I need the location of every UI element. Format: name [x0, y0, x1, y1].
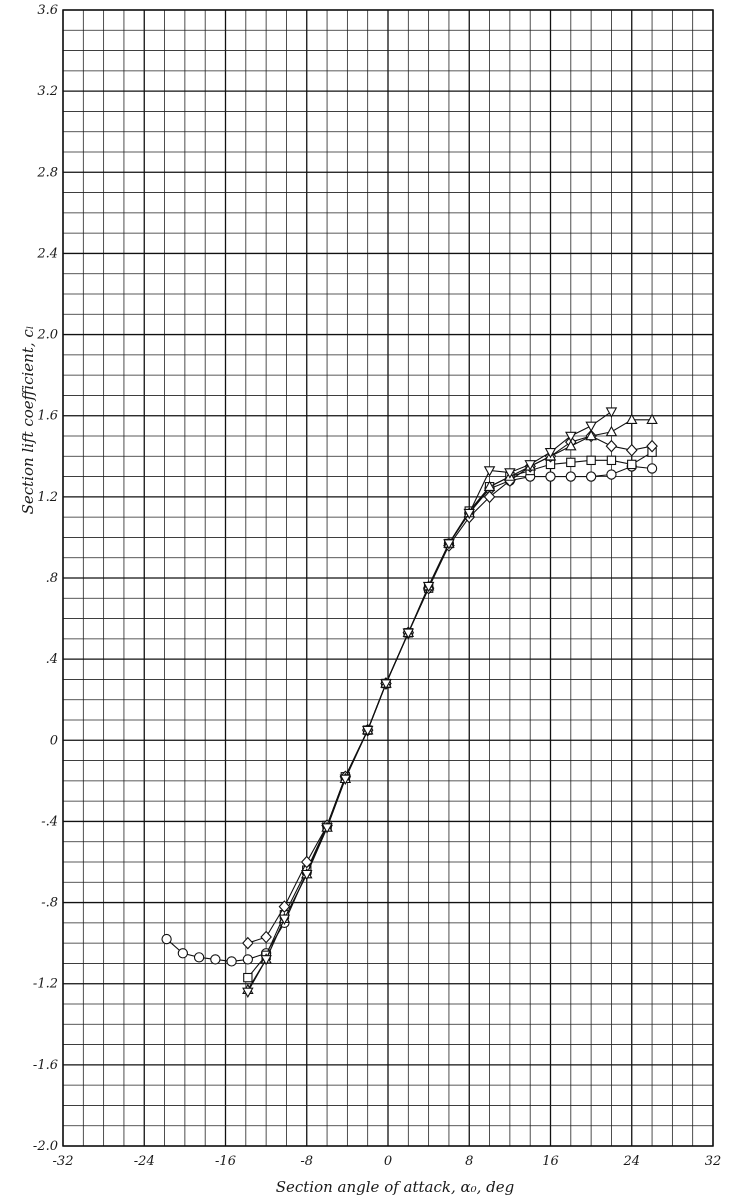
data-point-circle	[226, 956, 237, 967]
series-triangle-up	[242, 413, 658, 995]
data-point-triangle-down	[300, 869, 313, 881]
data-point-circle	[565, 471, 576, 482]
plot-frame	[62, 9, 714, 1147]
data-point-circle	[177, 948, 188, 959]
data-point-triangle-down	[483, 466, 496, 477]
data-point-triangle-down	[260, 955, 272, 966]
y-tick-label: -1.2	[33, 977, 58, 992]
data-point-circle	[210, 954, 221, 965]
data-point-diamond	[605, 439, 618, 453]
y-tick-label: .4	[46, 652, 58, 667]
data-point-triangle-down	[321, 823, 333, 834]
data-point-square	[243, 972, 253, 983]
y-tick-label: -2.0	[33, 1139, 58, 1154]
x-tick-label: -32	[53, 1154, 74, 1169]
data-point-triangle-up	[565, 439, 577, 451]
y-tick-label: -.4	[41, 814, 58, 829]
series-line-triangle-down	[247, 411, 612, 993]
tick-labels: -32 -24 -16 -8 0 8 16 24 32 -2.0 -1.6 -1.2 -.8 -.4 0 .4…	[33, 3, 721, 1169]
data-point-triangle-down	[565, 431, 577, 443]
data-point-triangle-down	[544, 447, 557, 459]
data-point-triangle-up	[625, 413, 638, 425]
y-tick-label: 0	[50, 733, 58, 748]
data-point-triangle-down	[504, 468, 516, 479]
x-tick-label: 8	[465, 1154, 473, 1169]
data-point-triangle-up	[585, 429, 597, 441]
data-point-square	[566, 457, 576, 468]
y-tick-label: 1.6	[37, 409, 58, 424]
data-point-triangle-down	[422, 581, 435, 593]
data-point-triangle-down	[463, 508, 476, 520]
data-point-diamond	[300, 855, 313, 869]
x-tick-label: 0	[384, 1154, 392, 1169]
data-point-triangle-down	[278, 914, 291, 925]
x-tick-label: 24	[622, 1154, 640, 1169]
data-point-triangle-down	[242, 987, 254, 999]
data-point-square	[606, 455, 617, 466]
data-point-circle	[545, 471, 556, 482]
data-point-circle	[193, 952, 205, 963]
y-tick-label: 2.0	[36, 328, 58, 343]
data-point-square	[627, 459, 637, 470]
data-point-circle	[242, 954, 253, 965]
data-point-diamond	[242, 936, 254, 950]
data-point-triangle-down	[524, 460, 536, 471]
y-tick-label: .8	[46, 571, 58, 586]
data-point-diamond	[260, 930, 272, 944]
data-point-circle	[585, 471, 597, 482]
data-point-circle	[161, 933, 172, 945]
y-tick-label: 3.2	[37, 84, 58, 99]
data-point-diamond	[483, 490, 496, 504]
data-point-triangle-up	[646, 413, 658, 425]
data-point-triangle-down	[380, 679, 392, 690]
y-tick-label: 1.2	[37, 490, 58, 505]
data-point-diamond	[278, 900, 291, 913]
data-point-triangle-down	[605, 407, 618, 418]
data-point-circle	[646, 463, 658, 474]
data-point-triangle-down	[361, 725, 374, 737]
y-tick-label: 3.6	[37, 3, 58, 18]
x-tick-label: 16	[542, 1154, 559, 1169]
data-point-diamond	[625, 443, 638, 457]
data-point-triangle-down	[585, 421, 597, 433]
data-point-triangle-up	[605, 425, 618, 437]
series-triangle-down	[242, 407, 618, 999]
x-tick-label: -8	[300, 1154, 313, 1169]
y-tick-label: -.8	[41, 896, 58, 911]
x-tick-label: -16	[215, 1154, 236, 1169]
series-square	[243, 447, 657, 983]
x-axis-title: Section angle of attack, α₀, deg	[276, 1178, 515, 1196]
data-point-triangle-up	[483, 480, 496, 491]
y-tick-label: -1.6	[33, 1058, 58, 1073]
data-point-triangle-down	[443, 539, 455, 550]
y-tick-label: 2.8	[36, 165, 58, 180]
grid	[62, 9, 714, 1147]
series-line-circle	[166, 465, 653, 962]
series-layer	[161, 407, 658, 999]
data-point-diamond	[646, 439, 658, 453]
x-tick-label: 32	[705, 1154, 722, 1169]
y-tick-label: 2.4	[36, 246, 58, 261]
x-tick-label: -24	[134, 1154, 155, 1169]
data-point-square	[586, 455, 596, 466]
data-point-triangle-down	[339, 774, 352, 786]
data-point-circle	[606, 469, 617, 480]
data-point-triangle-down	[402, 628, 415, 639]
y-axis-title: Section lift coefficient, cₗ	[19, 326, 37, 515]
